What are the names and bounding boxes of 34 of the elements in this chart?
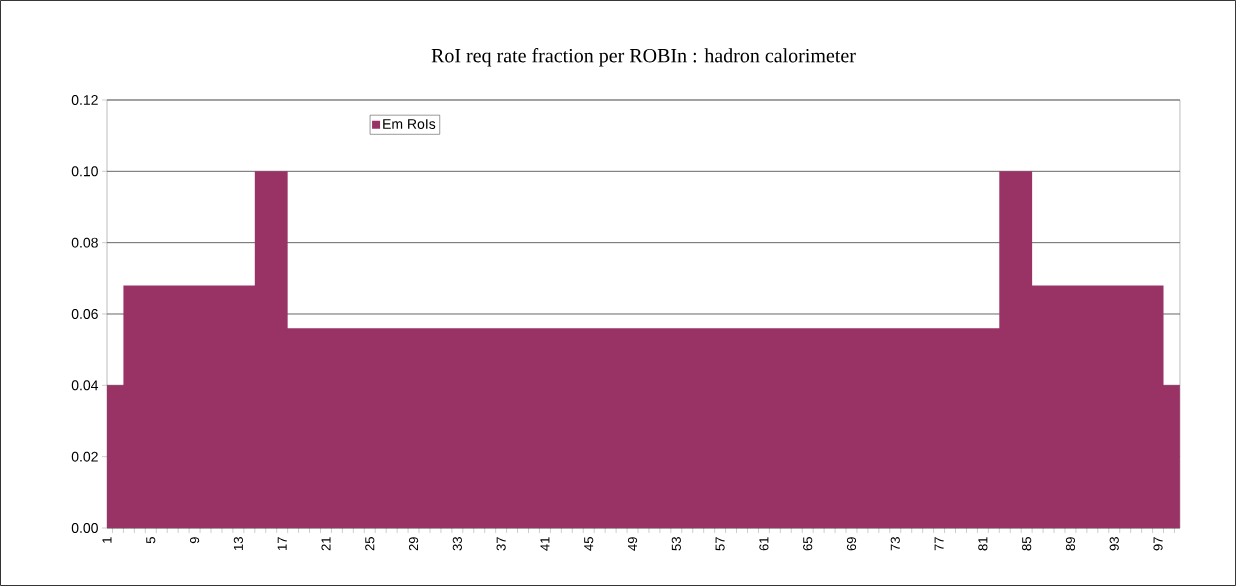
y-tick-label: 0.06	[71, 309, 98, 319]
x-tick-label: 61	[759, 537, 769, 551]
x-tick-label: 77	[934, 537, 944, 551]
x-tick-label: 57	[715, 537, 725, 551]
x-tick-label: 65	[803, 537, 813, 551]
x-tick-label: 45	[584, 537, 594, 551]
x-tick-label: 5	[146, 537, 156, 544]
x-tick-label: 25	[365, 537, 375, 551]
x-tick-label: 97	[1153, 537, 1163, 551]
x-tick-label: 49	[627, 537, 638, 551]
x-tick-label: 21	[321, 537, 331, 551]
x-tick-label: 85	[1022, 537, 1032, 551]
x-tick-label: 93	[1109, 537, 1119, 551]
y-tick-label: 0.08	[71, 237, 98, 248]
x-tick-label: 73	[890, 537, 900, 551]
x-tick-label: 53	[671, 537, 681, 551]
x-tick-label: 9	[189, 537, 200, 544]
x-tick-label: 41	[540, 537, 550, 551]
x-tick-label: 81	[978, 537, 988, 551]
y-tick-label: 0.04	[71, 380, 99, 391]
x-tick-label: 1	[102, 537, 112, 543]
x-tick-label: 29	[408, 537, 419, 551]
legend-label: Em RoIs	[383, 119, 436, 129]
x-tick-label: 33	[452, 537, 462, 551]
x-tick-label: 89	[1065, 537, 1076, 551]
y-tick-label: 0.02	[71, 451, 98, 462]
x-tick-label: 17	[277, 537, 287, 550]
chart-title: RoI req rate fraction per ROBIn : hadron calorimeter	[431, 48, 856, 67]
y-tick-label: 0.10	[71, 166, 98, 177]
x-tick-label: 69	[846, 537, 857, 551]
y-tick-label: 0.00	[71, 523, 98, 533]
x-tick-label: 37	[496, 537, 506, 551]
y-tick-label: 0.12	[71, 95, 98, 105]
x-tick-label: 13	[233, 537, 243, 550]
